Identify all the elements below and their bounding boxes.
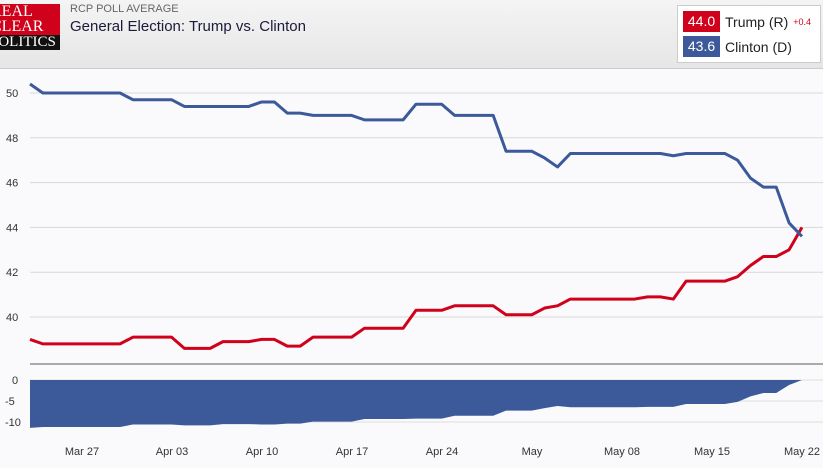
y-tick-label: 50 [6,88,18,100]
trump-value: 44.0 [683,11,720,32]
y-tick-label: 42 [6,267,18,279]
spread-area [30,380,802,428]
y-tick-label: 48 [6,133,18,145]
poll-average-label: RCP POLL AVERAGE [70,3,179,15]
series-line-trump [29,226,804,350]
trump-name: Trump (R) [725,13,789,30]
x-tick-label: Apr 10 [246,446,278,458]
plot-area [30,70,823,363]
x-tick-label: Apr 17 [336,446,368,458]
x-tick-label: Mar 27 [65,446,99,458]
x-tick-label: May 22 [784,446,820,458]
x-tick-label: May 08 [604,446,640,458]
legend-item-trump[interactable]: 44.0 Trump (R) +0.4 [683,11,811,32]
y-tick-label: 40 [6,312,18,324]
legend-item-clinton[interactable]: 43.6 Clinton (D) [683,36,792,57]
x-tick-label: May 15 [694,446,730,458]
x-tick-label: May [522,446,543,458]
rcp-logo[interactable]: REAL CLEAR POLITICS [0,4,60,50]
legend: 44.0 Trump (R) +0.4 43.6 Clinton (D) [677,5,821,63]
trump-change: +0.4 [793,16,812,27]
x-tick-label: Apr 24 [426,446,458,458]
spread-tick-label: -10 [5,417,21,429]
page-title: General Election: Trump vs. Clinton [70,18,306,35]
spread-tick-label: -5 [5,396,15,408]
y-tick-label: 46 [6,178,18,190]
clinton-value: 43.6 [683,36,720,57]
series-line-clinton [29,82,804,238]
spread-tick-label: 0 [12,375,18,387]
y-tick-label: 44 [6,222,18,234]
clinton-name: Clinton (D) [725,38,792,55]
header: REAL CLEAR POLITICS RCP POLL AVERAGE Gen… [0,0,823,69]
x-tick-label: Apr 03 [156,446,188,458]
